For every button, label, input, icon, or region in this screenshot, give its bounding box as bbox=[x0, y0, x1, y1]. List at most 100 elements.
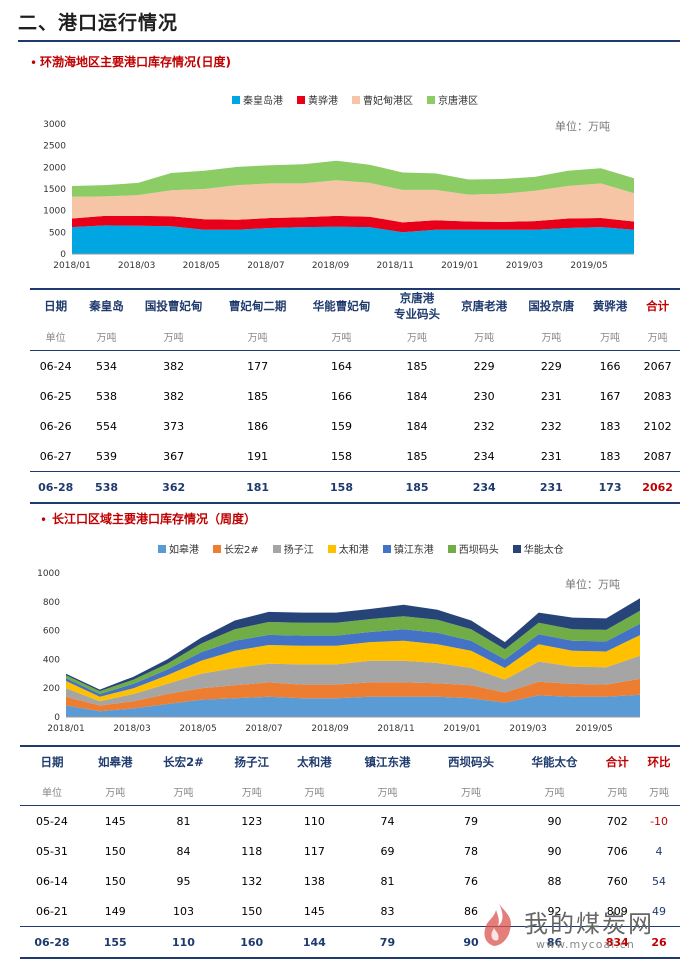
bohai-unit-cell: 万吨 bbox=[299, 322, 384, 351]
bohai-table-cell: 06-24 bbox=[39, 359, 72, 373]
changjiang-table-row: 06-14 150 95 132 138 81 76 88 760 54 bbox=[20, 866, 680, 896]
bohai-table-cell: 231 bbox=[540, 449, 562, 463]
bohai-table-cell: 185 bbox=[406, 359, 428, 373]
changjiang-table-cell: 138 bbox=[303, 874, 325, 888]
bohai-unit-label: 单位：万吨 bbox=[555, 120, 610, 133]
bohai-table-cell: 184 bbox=[406, 419, 428, 433]
watermark-name: 我的煤炭网 bbox=[524, 910, 654, 938]
changjiang-legend-label: 西坝码头 bbox=[458, 545, 499, 556]
bohai-table-cell: 382 bbox=[163, 389, 185, 403]
bohai-x-tick-label: 2018/07 bbox=[247, 261, 284, 271]
bohai-column-header: 曹妃甸二期 bbox=[215, 288, 300, 322]
bohai-legend: 秦皇岛港 黄骅港 曹妃甸港区 京唐港区 bbox=[232, 92, 486, 107]
changjiang-x-tick-label: 2019/01 bbox=[443, 724, 480, 734]
changjiang-x-tick-label: 2018/07 bbox=[245, 724, 282, 734]
changjiang-table-row: 05-24 145 81 123 110 74 79 90 702 -10 bbox=[20, 806, 680, 837]
bohai-table-cell: 232 bbox=[473, 419, 495, 433]
bohai-table-cell: 184 bbox=[406, 389, 428, 403]
changjiang-table-cell: 118 bbox=[241, 844, 263, 858]
bohai-table-cell: 06-26 bbox=[39, 419, 72, 433]
changjiang-table-row: 06-28 155 110 160 144 79 90 86 834 26 bbox=[20, 926, 680, 959]
changjiang-table-cell: 06-14 bbox=[35, 874, 68, 888]
changjiang-legend-swatch bbox=[327, 544, 336, 553]
bohai-y-tick-label: 0 bbox=[60, 250, 66, 260]
changjiang-table-cell: 81 bbox=[380, 874, 395, 888]
changjiang-series-area bbox=[66, 694, 640, 717]
changjiang-table-cell: 79 bbox=[464, 814, 478, 828]
bohai-table-cell: 229 bbox=[540, 359, 562, 373]
changjiang-x-tick-label: 2018/05 bbox=[179, 724, 216, 734]
changjiang-legend-item: 西坝码头 bbox=[447, 541, 499, 556]
bohai-table-cell: 362 bbox=[131, 471, 216, 504]
changjiang-series-area bbox=[66, 655, 640, 706]
bohai-series-area bbox=[72, 180, 634, 223]
changjiang-area-chart: 0 200 400 600 800 1000 2018/01 2018/03 2018/05 20… bbox=[37, 569, 640, 734]
changjiang-unit-cell: 万吨 bbox=[146, 777, 221, 806]
bohai-unit-cell: 万吨 bbox=[383, 322, 451, 351]
bohai-legend-label: 黄骅港 bbox=[308, 96, 338, 107]
bohai-table-cell: 534 bbox=[96, 359, 118, 373]
changjiang-series-area bbox=[66, 598, 640, 692]
changjiang-table-cell: 110 bbox=[146, 926, 221, 959]
changjiang-table-cell: 86 bbox=[464, 904, 478, 918]
bohai-legend-item: 京唐港区 bbox=[427, 92, 478, 107]
changjiang-table-cell: 74 bbox=[380, 814, 395, 828]
bohai-table-cell: 166 bbox=[331, 389, 352, 403]
bohai-unit-cell: 万吨 bbox=[131, 322, 216, 351]
bohai-series-area bbox=[72, 225, 634, 254]
bohai-table-cell: 166 bbox=[599, 359, 621, 373]
bohai-unit-cell: 万吨 bbox=[517, 322, 585, 351]
changjiang-table-row: 05-31 150 84 118 117 69 78 90 706 4 bbox=[20, 836, 680, 866]
changjiang-unit-cell: 万吨 bbox=[638, 777, 680, 806]
bohai-table-cell: 06-27 bbox=[39, 449, 72, 463]
changjiang-table-cell: 103 bbox=[172, 904, 194, 918]
bohai-column-header: 黄骅港 bbox=[584, 288, 636, 322]
changjiang-table-cell: 95 bbox=[176, 874, 191, 888]
changjiang-table-cell: 79 bbox=[345, 926, 430, 959]
changjiang-series-area bbox=[66, 623, 640, 697]
changjiang-unit-cell: 万吨 bbox=[83, 777, 147, 806]
bohai-legend-item: 秦皇岛港 bbox=[232, 92, 283, 107]
bohai-table-cell: 185 bbox=[383, 471, 451, 504]
flame-logo-icon bbox=[474, 898, 522, 950]
changjiang-table-cell: 86 bbox=[512, 926, 597, 959]
changjiang-table-cell: 90 bbox=[547, 844, 562, 858]
changjiang-header-row: 日期 如皋港 长宏2# 扬子江 太和港 镇江东港 西坝码头 华能太仓 合计 环比 bbox=[20, 745, 680, 777]
changjiang-table-cell: -10 bbox=[650, 814, 669, 828]
bohai-y-tick-label: 1000 bbox=[43, 207, 66, 217]
changjiang-table-cell: 150 bbox=[241, 904, 263, 918]
changjiang-table-cell: 88 bbox=[547, 874, 562, 888]
bohai-table-cell: 2067 bbox=[643, 359, 672, 373]
changjiang-table-cell: 149 bbox=[104, 904, 126, 918]
changjiang-table-cell: 78 bbox=[464, 844, 478, 858]
changjiang-legend-label: 镇江东港 bbox=[393, 545, 434, 556]
bohai-inventory-table: 日期 秦皇岛 国投曹妃甸 曹妃甸二期 华能曹妃甸 京唐港 专业码头 京唐老港 国投京唐 黄骅港 合计… bbox=[30, 288, 680, 504]
bohai-column-header: 华能曹妃甸 bbox=[299, 288, 384, 322]
changjiang-legend-item: 如皋港 bbox=[158, 541, 199, 556]
changjiang-table-cell: 160 bbox=[220, 926, 284, 959]
bohai-x-tick-label: 2019/01 bbox=[441, 261, 478, 271]
changjiang-legend-swatch bbox=[213, 544, 221, 553]
changjiang-table-cell: 145 bbox=[104, 814, 126, 828]
bohai-table-cell: 234 bbox=[450, 471, 518, 504]
changjiang-unit-cell: 万吨 bbox=[345, 777, 430, 806]
changjiang-series-area bbox=[66, 610, 640, 694]
bohai-area-chart: 0 500 1000 1500 2000 2500 3000 2018/01 2018/03 20… bbox=[43, 120, 634, 271]
bohai-table-cell: 234 bbox=[473, 449, 495, 463]
bohai-table-cell: 191 bbox=[247, 449, 269, 463]
bohai-table-cell: 186 bbox=[247, 419, 269, 433]
changjiang-table-cell: 123 bbox=[241, 814, 263, 828]
bohai-x-tick-label: 2019/03 bbox=[506, 261, 543, 271]
bohai-y-tick-label: 2000 bbox=[43, 163, 66, 173]
bohai-table-row: 06-25 538 382 185 166 184 230 231 167 2083 bbox=[30, 381, 680, 411]
bohai-table-row: 06-28 538 362 181 158 185 234 231 173 2062 bbox=[30, 471, 680, 504]
bohai-table-cell: 231 bbox=[517, 471, 585, 504]
changjiang-unit-cell: 单位 bbox=[20, 777, 84, 806]
changjiang-unit-row: 单位 万吨 万吨 万吨 万吨 万吨 万吨 万吨 万吨 万吨 bbox=[20, 777, 680, 806]
bohai-table-cell: 185 bbox=[406, 449, 428, 463]
bohai-header-row: 日期 秦皇岛 国投曹妃甸 曹妃甸二期 华能曹妃甸 京唐港 专业码头 京唐老港 国投京唐 黄骅港 合计 bbox=[30, 288, 680, 322]
bohai-series-area bbox=[72, 160, 634, 197]
bohai-table-cell: 185 bbox=[247, 389, 269, 403]
bohai-table-cell: 164 bbox=[331, 359, 352, 373]
bohai-table-cell: 183 bbox=[599, 419, 621, 433]
